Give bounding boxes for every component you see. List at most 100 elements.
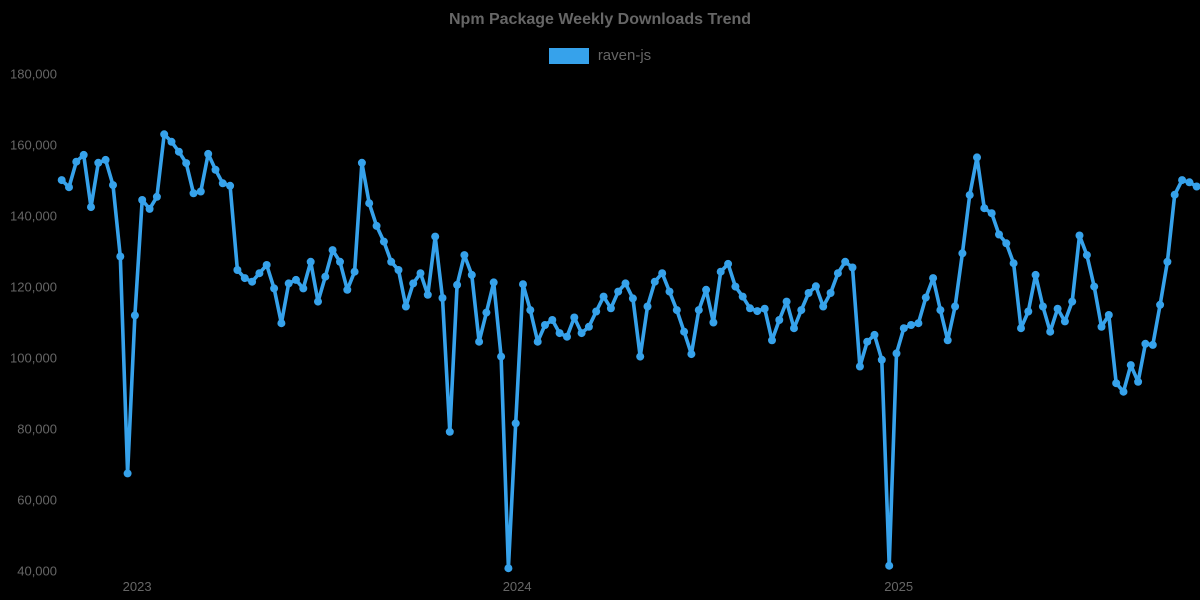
data-point[interactable]: [650, 277, 659, 286]
data-point[interactable]: [379, 237, 388, 246]
data-point[interactable]: [833, 269, 842, 278]
data-point[interactable]: [1046, 327, 1055, 336]
data-point[interactable]: [123, 469, 132, 478]
data-point[interactable]: [636, 352, 645, 361]
data-point[interactable]: [709, 318, 718, 327]
data-point[interactable]: [248, 277, 257, 286]
data-point[interactable]: [1090, 282, 1099, 291]
data-point[interactable]: [782, 297, 791, 306]
data-point[interactable]: [438, 294, 447, 302]
data-point[interactable]: [599, 292, 608, 301]
data-point[interactable]: [130, 311, 139, 320]
data-point[interactable]: [416, 269, 425, 278]
data-point[interactable]: [357, 158, 366, 167]
data-point[interactable]: [680, 327, 689, 336]
data-point[interactable]: [401, 302, 410, 311]
data-point[interactable]: [255, 269, 264, 278]
data-point[interactable]: [94, 158, 103, 167]
data-point[interactable]: [731, 282, 740, 291]
data-point[interactable]: [526, 306, 535, 315]
data-point[interactable]: [804, 289, 813, 297]
data-point[interactable]: [218, 179, 227, 188]
data-point[interactable]: [951, 302, 960, 311]
data-point[interactable]: [182, 159, 191, 168]
data-point[interactable]: [643, 302, 652, 311]
data-point[interactable]: [497, 352, 506, 361]
data-point[interactable]: [1060, 317, 1069, 326]
data-point[interactable]: [292, 275, 300, 284]
data-point[interactable]: [995, 230, 1003, 239]
data-point[interactable]: [1075, 231, 1084, 240]
data-point[interactable]: [445, 427, 454, 436]
data-point[interactable]: [541, 321, 549, 329]
data-point[interactable]: [1068, 297, 1077, 306]
data-point[interactable]: [109, 181, 117, 190]
data-point[interactable]: [1119, 387, 1128, 396]
data-point[interactable]: [826, 289, 835, 297]
data-point[interactable]: [204, 149, 213, 158]
data-point[interactable]: [1104, 311, 1113, 319]
legend-item-raven-js[interactable]: raven-js: [548, 47, 651, 64]
data-point[interactable]: [819, 302, 828, 311]
data-point[interactable]: [1185, 178, 1194, 187]
data-point[interactable]: [174, 147, 183, 156]
data-point[interactable]: [592, 307, 601, 316]
data-point[interactable]: [460, 251, 469, 260]
data-point[interactable]: [958, 249, 967, 258]
data-point[interactable]: [79, 150, 88, 159]
data-point[interactable]: [1134, 377, 1143, 386]
data-point[interactable]: [489, 278, 498, 287]
data-point[interactable]: [453, 280, 462, 289]
data-point[interactable]: [226, 181, 235, 190]
data-point[interactable]: [665, 287, 674, 296]
data-point[interactable]: [658, 269, 667, 278]
data-point[interactable]: [511, 419, 520, 428]
data-point[interactable]: [1009, 259, 1018, 268]
data-point[interactable]: [482, 308, 491, 317]
data-point[interactable]: [1002, 239, 1011, 248]
data-point[interactable]: [423, 290, 432, 299]
data-point[interactable]: [57, 176, 66, 185]
data-point[interactable]: [548, 316, 557, 324]
data-point[interactable]: [965, 191, 974, 200]
data-point[interactable]: [584, 322, 593, 331]
data-point[interactable]: [863, 337, 872, 346]
data-point[interactable]: [577, 329, 586, 338]
data-point[interactable]: [1053, 304, 1062, 313]
data-point[interactable]: [841, 257, 850, 266]
data-point[interactable]: [943, 336, 952, 345]
data-point[interactable]: [877, 355, 886, 364]
data-point[interactable]: [328, 246, 337, 255]
data-point[interactable]: [475, 337, 484, 346]
data-point[interactable]: [1097, 322, 1106, 331]
data-point[interactable]: [394, 266, 403, 274]
data-point[interactable]: [365, 199, 374, 208]
data-point[interactable]: [387, 257, 396, 266]
data-point[interactable]: [980, 204, 989, 213]
data-point[interactable]: [409, 279, 418, 288]
data-point[interactable]: [431, 232, 440, 241]
data-point[interactable]: [504, 564, 513, 573]
data-point[interactable]: [270, 284, 279, 293]
data-point[interactable]: [1192, 182, 1200, 191]
data-point[interactable]: [694, 306, 703, 315]
data-point[interactable]: [936, 306, 945, 315]
data-point[interactable]: [343, 285, 352, 294]
data-point[interactable]: [1024, 307, 1033, 316]
data-point[interactable]: [921, 293, 930, 302]
data-point[interactable]: [790, 324, 798, 333]
data-point[interactable]: [848, 263, 857, 272]
data-point[interactable]: [306, 257, 315, 266]
data-point[interactable]: [87, 203, 95, 212]
data-point[interactable]: [284, 279, 293, 288]
data-point[interactable]: [907, 321, 916, 329]
data-point[interactable]: [738, 292, 747, 301]
data-point[interactable]: [233, 266, 242, 274]
data-point[interactable]: [702, 285, 711, 294]
data-point[interactable]: [797, 306, 806, 315]
data-point[interactable]: [336, 257, 344, 266]
data-point[interactable]: [167, 137, 176, 146]
data-point[interactable]: [196, 187, 205, 196]
data-point[interactable]: [672, 306, 681, 315]
data-point[interactable]: [1126, 361, 1135, 370]
